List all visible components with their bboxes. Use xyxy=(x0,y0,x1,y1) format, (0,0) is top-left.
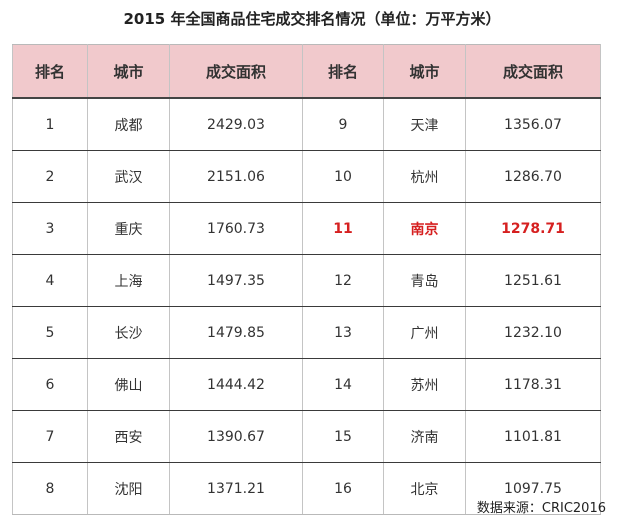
area-cell: 1390.67 xyxy=(169,410,303,463)
table-row: 5 长沙 1479.85 13 广州 1232.10 xyxy=(12,306,601,359)
rank-cell: 9 xyxy=(302,98,384,151)
data-source-note: 数据来源：CRIC2016 xyxy=(476,501,606,516)
area-cell: 1251.61 xyxy=(465,254,601,307)
table-row: 2 武汉 2151.06 10 杭州 1286.70 xyxy=(12,150,601,203)
city-cell: 济南 xyxy=(383,410,466,463)
area-cell: 1479.85 xyxy=(169,306,303,359)
highlight-rank-cell: 11 xyxy=(302,202,384,255)
rank-cell: 16 xyxy=(302,462,384,515)
table-title: 2015 年全国商品住宅成交排名情况（单位：万平方米） xyxy=(123,10,501,28)
city-cell: 北京 xyxy=(383,462,466,515)
header-rank-left: 排名 xyxy=(12,44,88,99)
city-cell: 武汉 xyxy=(87,150,170,203)
header-area-left: 成交面积 xyxy=(169,44,303,99)
highlight-area-cell: 1278.71 xyxy=(465,202,601,255)
rank-cell: 8 xyxy=(12,462,88,515)
city-cell: 上海 xyxy=(87,254,170,307)
highlight-city-cell: 南京 xyxy=(383,202,466,255)
header-rank-right: 排名 xyxy=(302,44,384,99)
header-city-right: 城市 xyxy=(383,44,466,99)
rank-cell: 2 xyxy=(12,150,88,203)
table-row: 3 重庆 1760.73 11 南京 1278.71 xyxy=(12,202,601,255)
area-cell: 1101.81 xyxy=(465,410,601,463)
area-cell: 1356.07 xyxy=(465,98,601,151)
table-row: 8 沈阳 1371.21 16 北京 1097.75 xyxy=(12,462,601,515)
rank-cell: 15 xyxy=(302,410,384,463)
city-cell: 苏州 xyxy=(383,358,466,411)
rank-cell: 4 xyxy=(12,254,88,307)
ranking-table: 排名 城市 成交面积 排名 城市 成交面积 1 成都 2429.03 9 天津 … xyxy=(12,44,601,515)
area-cell: 1178.31 xyxy=(465,358,601,411)
area-cell: 1286.70 xyxy=(465,150,601,203)
header-row: 排名 城市 成交面积 排名 城市 成交面积 xyxy=(12,44,601,99)
rank-cell: 7 xyxy=(12,410,88,463)
table-row: 6 佛山 1444.42 14 苏州 1178.31 xyxy=(12,358,601,411)
area-cell: 1760.73 xyxy=(169,202,303,255)
rank-cell: 5 xyxy=(12,306,88,359)
table-row: 4 上海 1497.35 12 青岛 1251.61 xyxy=(12,254,601,307)
area-cell: 2151.06 xyxy=(169,150,303,203)
area-cell: 2429.03 xyxy=(169,98,303,151)
table-row: 1 成都 2429.03 9 天津 1356.07 xyxy=(12,98,601,151)
city-cell: 西安 xyxy=(87,410,170,463)
area-cell: 1097.75 xyxy=(465,462,601,515)
area-cell: 1232.10 xyxy=(465,306,601,359)
city-cell: 长沙 xyxy=(87,306,170,359)
city-cell: 成都 xyxy=(87,98,170,151)
rank-cell: 3 xyxy=(12,202,88,255)
rank-cell: 12 xyxy=(302,254,384,307)
rank-cell: 6 xyxy=(12,358,88,411)
rank-cell: 13 xyxy=(302,306,384,359)
rank-cell: 10 xyxy=(302,150,384,203)
city-cell: 广州 xyxy=(383,306,466,359)
area-cell: 1371.21 xyxy=(169,462,303,515)
city-cell: 佛山 xyxy=(87,358,170,411)
header-city-left: 城市 xyxy=(87,44,170,99)
city-cell: 重庆 xyxy=(87,202,170,255)
area-cell: 1497.35 xyxy=(169,254,303,307)
city-cell: 杭州 xyxy=(383,150,466,203)
table-row: 7 西安 1390.67 15 济南 1101.81 xyxy=(12,410,601,463)
rank-cell: 14 xyxy=(302,358,384,411)
city-cell: 天津 xyxy=(383,98,466,151)
header-area-right: 成交面积 xyxy=(465,44,601,99)
city-cell: 青岛 xyxy=(383,254,466,307)
city-cell: 沈阳 xyxy=(87,462,170,515)
area-cell: 1444.42 xyxy=(169,358,303,411)
rank-cell: 1 xyxy=(12,98,88,151)
